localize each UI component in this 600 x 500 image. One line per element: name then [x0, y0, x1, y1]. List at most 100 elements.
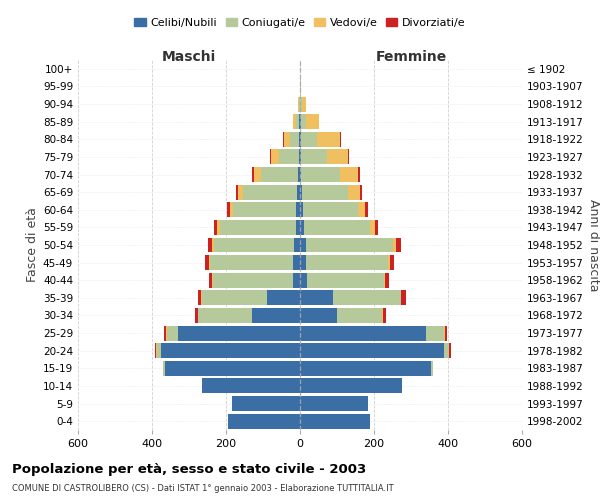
Bar: [296, 202, 300, 218]
Bar: [300, 378, 402, 394]
Bar: [383, 272, 385, 287]
Bar: [210, 255, 293, 270]
Bar: [208, 238, 212, 252]
Bar: [348, 150, 349, 164]
Bar: [348, 184, 360, 200]
Bar: [300, 132, 301, 147]
Bar: [358, 202, 365, 218]
Bar: [375, 220, 378, 235]
Bar: [213, 272, 293, 287]
Y-axis label: Fasce di età: Fasce di età: [26, 208, 39, 282]
Bar: [217, 220, 220, 235]
Bar: [370, 220, 375, 235]
Bar: [209, 255, 210, 270]
Bar: [252, 308, 300, 323]
Bar: [298, 167, 300, 182]
Bar: [306, 114, 319, 129]
Bar: [401, 290, 406, 306]
Text: Popolazione per età, sesso e stato civile - 2003: Popolazione per età, sesso e stato civil…: [12, 462, 366, 475]
Bar: [299, 132, 300, 147]
Bar: [300, 79, 301, 94]
Bar: [358, 167, 360, 182]
Bar: [261, 167, 298, 182]
Bar: [388, 255, 390, 270]
Bar: [340, 167, 358, 182]
Bar: [305, 255, 388, 270]
Bar: [278, 150, 299, 164]
Bar: [266, 290, 300, 306]
Bar: [445, 326, 447, 340]
Bar: [214, 238, 295, 252]
Bar: [365, 202, 368, 218]
Bar: [300, 150, 301, 164]
Bar: [230, 202, 233, 218]
Bar: [254, 167, 261, 182]
Bar: [385, 272, 389, 287]
Bar: [270, 150, 271, 164]
Bar: [360, 184, 362, 200]
Bar: [299, 114, 300, 129]
Bar: [299, 150, 300, 164]
Bar: [426, 326, 444, 340]
Bar: [307, 272, 383, 287]
Bar: [382, 308, 383, 323]
Bar: [396, 238, 401, 252]
Bar: [232, 396, 300, 411]
Bar: [300, 290, 334, 306]
Bar: [334, 290, 401, 306]
Bar: [156, 343, 157, 358]
Bar: [283, 132, 284, 147]
Bar: [209, 272, 212, 287]
Bar: [238, 184, 244, 200]
Bar: [300, 220, 304, 235]
Text: Maschi: Maschi: [162, 50, 216, 64]
Bar: [198, 308, 252, 323]
Bar: [300, 326, 426, 340]
Bar: [295, 238, 300, 252]
Bar: [300, 202, 303, 218]
Bar: [290, 132, 299, 147]
Bar: [284, 132, 290, 147]
Bar: [220, 220, 296, 235]
Bar: [300, 414, 370, 428]
Bar: [444, 343, 449, 358]
Bar: [431, 361, 433, 376]
Bar: [302, 184, 348, 200]
Bar: [202, 378, 300, 394]
Bar: [337, 308, 382, 323]
Bar: [233, 202, 296, 218]
Bar: [300, 167, 301, 182]
Bar: [301, 150, 326, 164]
Bar: [449, 343, 451, 358]
Bar: [305, 238, 392, 252]
Bar: [202, 290, 266, 306]
Bar: [201, 290, 202, 306]
Bar: [252, 167, 254, 182]
Bar: [298, 96, 299, 112]
Bar: [383, 308, 386, 323]
Bar: [228, 414, 300, 428]
Bar: [227, 202, 230, 218]
Bar: [195, 308, 197, 323]
Bar: [300, 272, 307, 287]
Bar: [392, 238, 396, 252]
Bar: [297, 184, 300, 200]
Bar: [300, 361, 431, 376]
Bar: [300, 114, 301, 129]
Bar: [326, 150, 348, 164]
Bar: [300, 343, 444, 358]
Bar: [300, 308, 337, 323]
Bar: [163, 361, 165, 376]
Text: Femmine: Femmine: [376, 50, 446, 64]
Bar: [293, 114, 296, 129]
Bar: [166, 326, 167, 340]
Bar: [271, 150, 278, 164]
Bar: [444, 326, 445, 340]
Bar: [212, 272, 213, 287]
Bar: [390, 255, 394, 270]
Bar: [300, 396, 368, 411]
Bar: [236, 184, 238, 200]
Legend: Celibi/Nubili, Coniugati/e, Vedovi/e, Divorziati/e: Celibi/Nubili, Coniugati/e, Vedovi/e, Di…: [130, 14, 470, 32]
Bar: [301, 167, 340, 182]
Bar: [198, 290, 201, 306]
